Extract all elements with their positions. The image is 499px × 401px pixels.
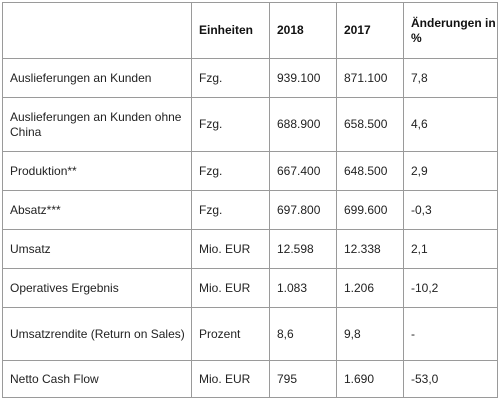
row-change: -0,3 xyxy=(404,191,498,230)
table-row: Auslieferungen an Kunden Fzg. 939.100 87… xyxy=(3,59,498,98)
row-value-2017: 658.500 xyxy=(337,98,404,152)
row-value-2018: 1.083 xyxy=(270,269,337,308)
row-change: 2,9 xyxy=(404,152,498,191)
row-unit: Fzg. xyxy=(192,152,270,191)
header-cell-unit: Einheiten xyxy=(192,3,270,59)
row-change: -53,0 xyxy=(404,361,498,398)
row-label: Operatives Ergebnis xyxy=(3,269,192,308)
table-row: Produktion** Fzg. 667.400 648.500 2,9 xyxy=(3,152,498,191)
row-value-2017: 648.500 xyxy=(337,152,404,191)
row-value-2018: 939.100 xyxy=(270,59,337,98)
row-value-2017: 1.690 xyxy=(337,361,404,398)
row-label: Produktion** xyxy=(3,152,192,191)
row-label: Umsatzrendite (Return on Sales) xyxy=(3,308,192,361)
row-label: Auslieferungen an Kunden ohne China xyxy=(3,98,192,152)
row-change: -10,2 xyxy=(404,269,498,308)
table-header-row: Einheiten 2018 2017 Änderungen in % xyxy=(3,3,498,59)
row-value-2018: 795 xyxy=(270,361,337,398)
row-label: Netto Cash Flow xyxy=(3,361,192,398)
row-unit: Prozent xyxy=(192,308,270,361)
table-row: Operatives Ergebnis Mio. EUR 1.083 1.206… xyxy=(3,269,498,308)
row-unit: Mio. EUR xyxy=(192,230,270,269)
header-cell-blank xyxy=(3,3,192,59)
row-unit: Mio. EUR xyxy=(192,269,270,308)
row-unit: Mio. EUR xyxy=(192,361,270,398)
header-cell-2017: 2017 xyxy=(337,3,404,59)
row-value-2017: 9,8 xyxy=(337,308,404,361)
header-cell-2018: 2018 xyxy=(270,3,337,59)
row-change: 7,8 xyxy=(404,59,498,98)
table-row: Auslieferungen an Kunden ohne China Fzg.… xyxy=(3,98,498,152)
row-value-2017: 871.100 xyxy=(337,59,404,98)
table-row: Umsatzrendite (Return on Sales) Prozent … xyxy=(3,308,498,361)
header-cell-change: Änderungen in % xyxy=(404,3,498,59)
table-row: Absatz*** Fzg. 697.800 699.600 -0,3 xyxy=(3,191,498,230)
row-value-2017: 699.600 xyxy=(337,191,404,230)
row-value-2017: 1.206 xyxy=(337,269,404,308)
table-row: Umsatz Mio. EUR 12.598 12.338 2,1 xyxy=(3,230,498,269)
row-value-2018: 697.800 xyxy=(270,191,337,230)
row-value-2018: 12.598 xyxy=(270,230,337,269)
row-change: 2,1 xyxy=(404,230,498,269)
row-label: Umsatz xyxy=(3,230,192,269)
row-unit: Fzg. xyxy=(192,191,270,230)
row-value-2017: 12.338 xyxy=(337,230,404,269)
row-value-2018: 688.900 xyxy=(270,98,337,152)
row-label: Absatz*** xyxy=(3,191,192,230)
row-change: 4,6 xyxy=(404,98,498,152)
row-unit: Fzg. xyxy=(192,59,270,98)
row-change: - xyxy=(404,308,498,361)
row-value-2018: 8,6 xyxy=(270,308,337,361)
row-label: Auslieferungen an Kunden xyxy=(3,59,192,98)
row-value-2018: 667.400 xyxy=(270,152,337,191)
table-row: Netto Cash Flow Mio. EUR 795 1.690 -53,0 xyxy=(3,361,498,398)
row-unit: Fzg. xyxy=(192,98,270,152)
